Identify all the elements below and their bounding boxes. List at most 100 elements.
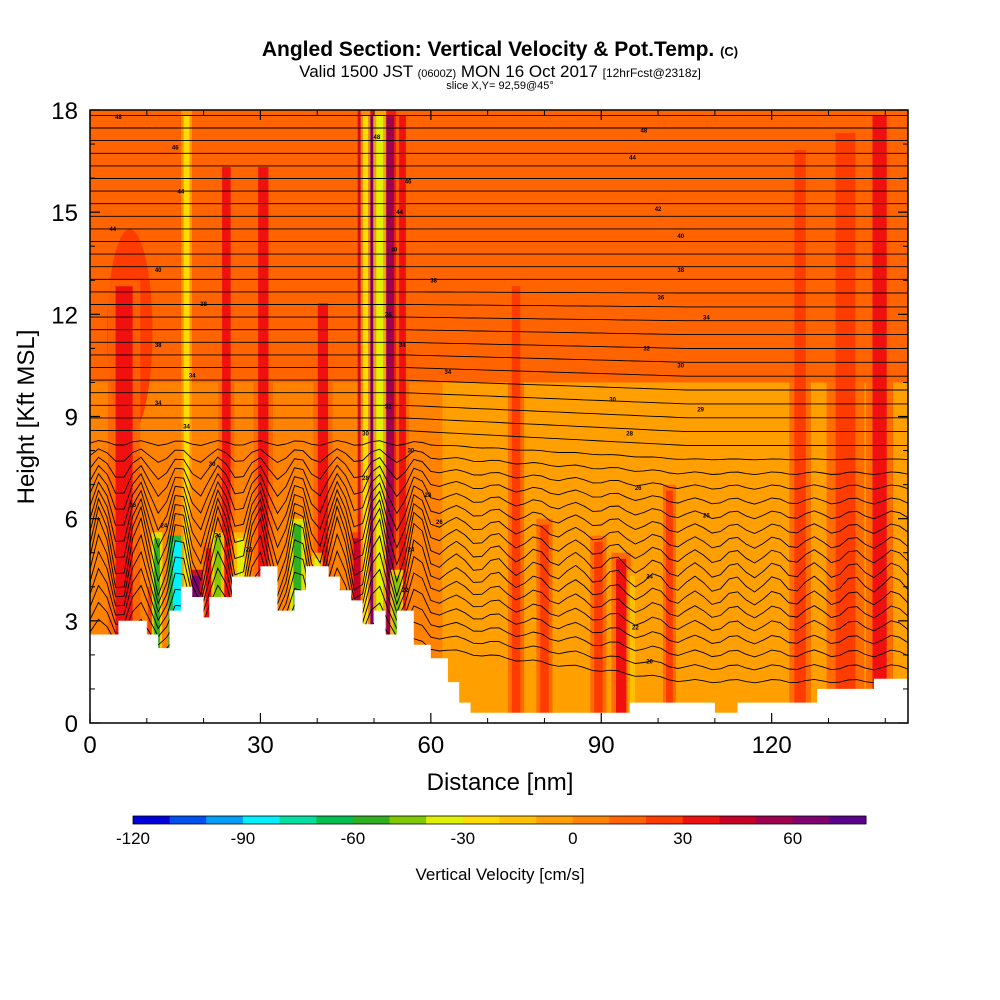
- downdraft-column: [360, 110, 371, 723]
- isentrope-label: 36: [658, 295, 665, 301]
- isentrope-line: [90, 566, 908, 632]
- isentrope-label: 26: [635, 486, 642, 492]
- updraft-column: [536, 518, 553, 723]
- isentrope-label: 34: [155, 401, 162, 407]
- field-upper: [90, 110, 908, 383]
- colorbar-tick-label: -60: [341, 829, 366, 848]
- isentrope-label: 34: [189, 374, 196, 380]
- y-tick-label: 9: [65, 405, 78, 432]
- isentrope-label: 29: [697, 408, 704, 414]
- colorbar-swatch: [536, 816, 574, 824]
- isentrope-label: 24: [646, 575, 653, 581]
- isentrope-line: [90, 480, 908, 534]
- colorbar-tick-label: -90: [231, 829, 256, 848]
- colorbar-tick-label: 30: [673, 829, 692, 848]
- isentrope-line: [90, 354, 908, 363]
- colorbar-tick-label: -30: [451, 829, 476, 848]
- colorbar-swatch: [792, 816, 830, 824]
- isentrope-label: 38: [155, 343, 162, 349]
- isentrope-line: [90, 549, 908, 619]
- y-tick-label: 0: [65, 711, 78, 738]
- downdraft-column-core: [362, 116, 369, 723]
- updraft-column-core: [872, 116, 887, 723]
- isentrope-line: [90, 504, 908, 584]
- slice-info: slice X,Y= 92,59@45°: [446, 80, 554, 92]
- isentrope-line: [90, 341, 908, 349]
- isentrope-line: [90, 404, 908, 419]
- updraft-column-core: [399, 116, 406, 723]
- colorbar-swatch: [316, 816, 354, 824]
- terrain-fill: [90, 566, 908, 723]
- y-tick-label: 12: [51, 302, 78, 329]
- updraft-column-core: [666, 490, 673, 723]
- colorbar-swatch: [609, 816, 647, 824]
- isentrope-line: [90, 379, 908, 391]
- isentrope-label: 40: [391, 248, 398, 254]
- colorbar-swatch: [133, 816, 171, 824]
- updraft-column-core: [115, 286, 133, 723]
- updraft-column-core: [258, 167, 269, 723]
- isentrope-label: 34: [183, 425, 190, 431]
- updraft-column-core: [540, 524, 549, 723]
- y-tick-label: 3: [65, 609, 78, 636]
- isentrope-line: [90, 430, 908, 446]
- downdraft-column-core: [183, 116, 190, 723]
- isentrope-line: [90, 448, 908, 476]
- isentrope-label: 28: [425, 493, 432, 499]
- isentrope-label: 24: [214, 534, 221, 540]
- isentrope-label: 26: [129, 503, 136, 509]
- isentrope-line: [90, 304, 908, 308]
- x-axis-label: Distance [nm]: [427, 769, 574, 796]
- downdraft-column-core: [154, 538, 160, 723]
- colorbar-tick-label: -120: [116, 829, 150, 848]
- isentrope-label: 42: [655, 207, 662, 213]
- colorbar-swatch: [242, 816, 281, 824]
- updraft-column-core: [616, 558, 627, 723]
- colorbar-swatch: [169, 816, 207, 824]
- isentrope-label: 44: [396, 210, 403, 216]
- updraft-column-core: [835, 133, 856, 723]
- y-tick-label: 6: [65, 507, 78, 534]
- colorbar-frame: [132, 815, 867, 825]
- x-tick-label: 120: [752, 732, 792, 759]
- isentrope-label: 40: [677, 234, 684, 240]
- colorbar-swatch: [499, 816, 537, 824]
- isentrope-line: [90, 456, 908, 490]
- isentrope-label: 28: [626, 432, 633, 438]
- colorbar-swatch: [352, 816, 391, 824]
- x-tick-label: 30: [247, 732, 274, 759]
- isentrope-label: 30: [408, 449, 415, 455]
- isentrope-label: 30: [677, 363, 684, 369]
- x-tick-label: 0: [83, 732, 96, 759]
- isentrope-label: 22: [246, 547, 253, 553]
- isentrope-label: 22: [632, 626, 639, 632]
- isentrope-label: 24: [408, 547, 415, 553]
- x-tick-label: 60: [417, 732, 444, 759]
- isentrope-label: 22: [402, 588, 409, 594]
- colorbar: -120 -90 -60 -30 0 30 60: [116, 815, 867, 848]
- colorbar-swatch: [756, 816, 794, 824]
- updraft-column: [789, 144, 811, 723]
- isentrope-label: 44: [109, 227, 116, 233]
- colorbar-swatch: [426, 816, 464, 824]
- isentrope-label: 40: [155, 268, 162, 274]
- isentrope-label: 34: [399, 343, 406, 349]
- y-axis-label: Height [Kft MSL]: [13, 330, 40, 505]
- updraft-column-core: [317, 303, 329, 723]
- isentrope-label: 48: [374, 135, 381, 141]
- isentrope-line: [90, 515, 908, 598]
- colorbar-swatch: [646, 816, 684, 824]
- isentrope-line: [90, 392, 908, 405]
- updraft-column: [507, 280, 525, 723]
- isentrope-label: 32: [385, 404, 392, 410]
- isentrope-label: 26: [436, 520, 443, 526]
- isentrope-line: [90, 496, 908, 566]
- downdraft-column: [181, 110, 192, 723]
- isentrope-line: [90, 532, 908, 606]
- y-tick-label: 18: [51, 98, 78, 125]
- isentrope-label: 44: [629, 156, 636, 162]
- terrain: [90, 566, 908, 723]
- isentrope-label: 44: [178, 190, 185, 196]
- isentrope-label: 46: [172, 145, 179, 151]
- x-tick-label: 90: [588, 732, 615, 759]
